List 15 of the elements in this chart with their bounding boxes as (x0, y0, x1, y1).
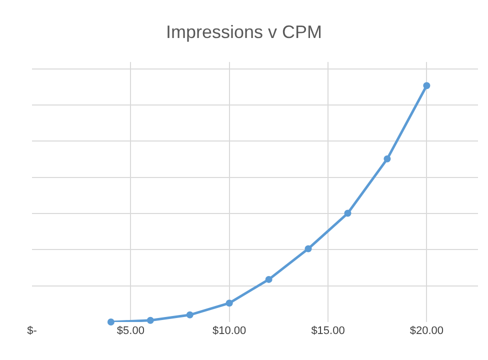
point (304, 245, 312, 252)
point (423, 82, 430, 90)
chart-title: Impressions v CPM (166, 22, 322, 42)
x-tick-label: $5.00 (116, 325, 144, 337)
point (107, 318, 114, 326)
point (226, 300, 233, 307)
x-tick-label: $20.00 (410, 325, 444, 337)
point (265, 276, 272, 283)
point (186, 311, 194, 318)
x-tick-label: $- (27, 325, 38, 337)
point (344, 210, 352, 217)
point (146, 316, 154, 324)
x-tick-label: $10.00 (212, 325, 246, 337)
point (384, 155, 391, 162)
x-tick-label: $15.00 (311, 325, 345, 337)
